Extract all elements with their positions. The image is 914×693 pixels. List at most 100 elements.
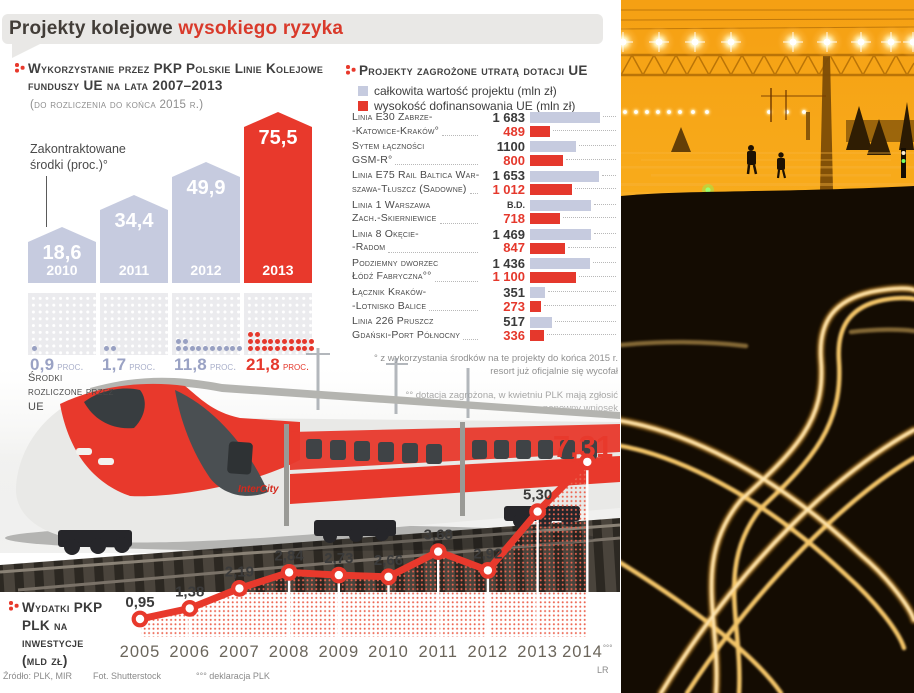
gantry-light-core	[857, 38, 865, 46]
project-bars	[530, 199, 618, 226]
year-tick-label: 2012	[467, 643, 509, 661]
project-row: Podziemny dworzec Łódź Fabryczna°° 1 436 1 …	[352, 257, 618, 286]
distant-light-core	[645, 110, 649, 114]
bar-value-label: 49,9	[186, 177, 226, 199]
project-bars	[530, 286, 618, 313]
project-values: B.D. 718	[480, 199, 530, 226]
bar-value-label: 18,6	[42, 242, 82, 264]
settled-dot	[261, 346, 267, 351]
project-bar-row	[530, 125, 618, 139]
legend-square-ue-icon	[358, 101, 368, 111]
page-title-red: wysokiego ryzyka	[178, 18, 344, 39]
footer-note: °°° deklaracja PLK	[196, 671, 270, 681]
distant-light-core	[802, 110, 806, 114]
data-point-label: 3,68	[424, 527, 453, 544]
project-bar-tot	[530, 258, 590, 270]
photo-distant-lights	[621, 106, 810, 118]
leader-dots	[594, 233, 616, 234]
photo-workers	[746, 145, 787, 179]
project-bar-ue	[530, 213, 560, 225]
settled-dot	[268, 346, 274, 351]
project-bar-ue	[530, 242, 565, 254]
spending-label: Wydatki PKP PLK na inwestycje (mld zł)	[8, 599, 112, 669]
year-tick-label: 2013	[517, 643, 558, 661]
data-point-label: 5,30	[523, 487, 552, 504]
project-label: Linia E30 Zabrze- -Katowice-Kraków°	[352, 111, 480, 138]
project-bar-row	[530, 183, 618, 197]
project-values: 1 436 1 100	[480, 257, 530, 284]
project-label: Podziemny dworzec Łódź Fabryczna°°	[352, 257, 480, 284]
project-label-line: GSM-R°	[352, 154, 480, 168]
title-bubble-tail-icon	[12, 43, 42, 58]
project-total-value: 1 469	[492, 226, 525, 242]
settled-dot	[261, 339, 267, 345]
data-point-marker	[529, 503, 547, 520]
project-ue-value: 273	[503, 298, 525, 314]
bar-year-label: 2012	[190, 262, 222, 278]
legend-item-total: całkowita wartość projektu (mln zł)	[358, 84, 575, 99]
settled-dot	[203, 346, 209, 351]
year-separator	[387, 576, 390, 637]
legend-item-ue: wysokość dofinansowania UE (mln zł)	[358, 99, 575, 114]
footer-photo-credit: Fot. Shutterstock	[93, 671, 162, 681]
contracted-bar: 18,6 2010	[28, 227, 96, 283]
project-bar-tot	[530, 287, 545, 299]
leader-dots	[429, 310, 478, 312]
project-label-line: Linia 226 Pruszcz	[352, 315, 480, 329]
distant-light-core	[705, 110, 709, 114]
section-marker-icon	[345, 63, 356, 76]
catenary-masts	[306, 348, 470, 418]
data-point-marker	[181, 599, 199, 617]
settled-dot	[248, 339, 253, 345]
project-values: 517 336	[480, 315, 530, 342]
leader-dots	[544, 304, 616, 306]
project-label-line: -Radom	[352, 241, 480, 255]
section-marker-icon	[14, 61, 25, 74]
bar-value-label: 34,4	[114, 210, 154, 232]
page-title-black: Projekty kolejowe	[9, 18, 173, 39]
project-label-text: GSM-R°	[352, 153, 393, 166]
year-tick-label: 2008	[268, 643, 310, 661]
year-separator	[536, 511, 539, 637]
settled-dot	[282, 346, 287, 351]
train-logo-text: InterCity	[238, 484, 279, 495]
project-label-text: Linia E30 Zabrze-	[352, 111, 433, 123]
footer-source: Źródło: PLK, MIR	[3, 671, 73, 681]
line-chart-area	[140, 461, 588, 637]
settled-series-caption: Środki rozliczone przez UE	[28, 372, 114, 413]
title-bubble: Projekty kolejowe wysokiego ryzyka	[2, 14, 603, 44]
settled-dot	[32, 346, 37, 351]
project-bar-row	[530, 154, 618, 168]
settled-dot	[189, 346, 195, 351]
settled-dot	[182, 346, 188, 351]
project-bar-row	[530, 212, 618, 226]
train-photo: InterCity	[0, 348, 620, 592]
projects-title: Projekty zagrożone utratą dotacji UE	[359, 63, 588, 78]
project-label: Linia E75 Rail Baltica War-szawa-Tłuszcz…	[352, 169, 480, 196]
project-label-text: Podziemny dworzec	[352, 256, 439, 269]
project-label-text: -Lotnisko Balice	[352, 299, 427, 312]
project-bar-ue	[530, 330, 544, 342]
project-total-value: 1100	[496, 139, 525, 155]
settled-dot	[254, 346, 260, 351]
leader-dots	[603, 116, 616, 118]
project-label-line: Linia 1 Warszawa	[352, 199, 480, 213]
project-ue-value: 1 100	[492, 269, 525, 285]
leader-dots	[602, 174, 616, 176]
projects-bar-table: Linia E30 Zabrze- -Katowice-Kraków° 1 683 4…	[352, 111, 618, 345]
settled-dot	[288, 346, 294, 351]
project-bars	[530, 257, 618, 284]
year-tick-label: 2014°°°	[562, 643, 613, 661]
project-label: Linia 226 Pruszcz Gdański-Port Północny	[352, 315, 480, 342]
project-bar-row	[530, 228, 618, 242]
year-separator	[188, 608, 191, 637]
settled-dot	[182, 339, 188, 345]
project-row: Linia 1 Warszawa Zach.-Skierniewice B.D. 71…	[352, 199, 618, 228]
project-label-line: Sytem łączności	[352, 140, 480, 154]
year-separator	[486, 570, 490, 637]
project-label-text: Sytem łączności	[352, 140, 425, 153]
settled-dots-panel	[172, 293, 243, 355]
project-bars	[530, 169, 618, 196]
settled-dot	[210, 346, 215, 351]
leader-dots	[548, 291, 616, 293]
